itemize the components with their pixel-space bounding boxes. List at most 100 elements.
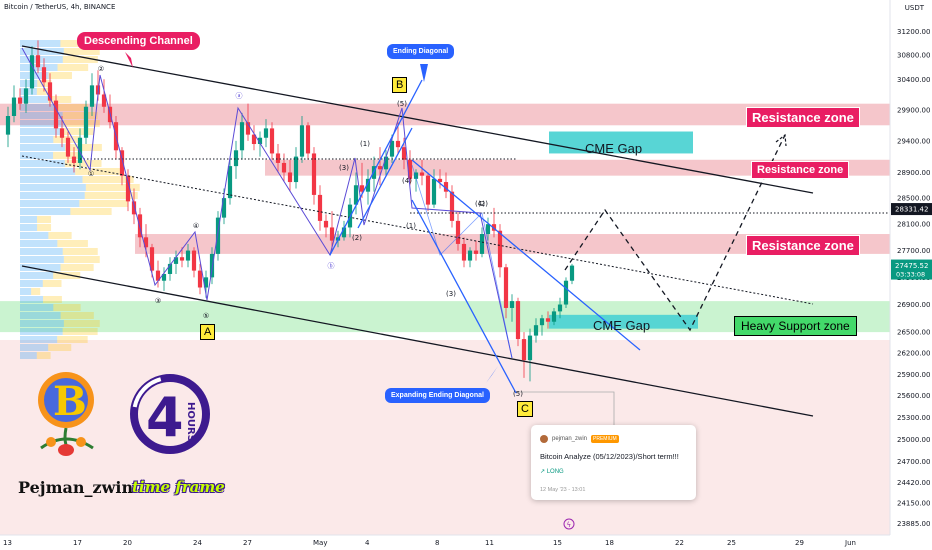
candle-body xyxy=(431,178,437,205)
volume-bar-sell xyxy=(62,112,98,119)
drawings-layer: ϟ xyxy=(21,45,890,530)
volume-bar-sell xyxy=(31,288,41,295)
candle-body xyxy=(23,88,29,104)
candle-body xyxy=(77,137,83,163)
y-tick-label: 26900.00 xyxy=(897,301,930,309)
candle-body xyxy=(269,128,275,154)
volume-bar-sell xyxy=(62,328,98,335)
x-tick-label: 25 xyxy=(727,539,736,547)
candle-body xyxy=(11,97,17,116)
candle-body xyxy=(251,134,257,145)
candle-body xyxy=(71,156,77,163)
candle-body xyxy=(509,301,515,308)
time-axis[interactable]: 13 17 20 24 27 May 4 8 11 15 18 22 25 29 Jun xyxy=(3,539,856,547)
candle-body xyxy=(125,175,131,202)
subwave-label: ⓐ xyxy=(236,92,243,100)
idea-direction-text: LONG xyxy=(546,469,564,475)
price-axis[interactable]: 31200.00 30800.00 30400.00 29900.00 29400.00… xyxy=(891,28,932,528)
zone-4 xyxy=(549,131,693,154)
candle-body xyxy=(461,243,467,261)
subwave-label: (4) xyxy=(475,200,485,208)
y-tick-label: 30400.00 xyxy=(897,76,930,84)
candles-layer xyxy=(5,40,575,382)
x-tick-label: 27 xyxy=(243,539,252,547)
candle-body xyxy=(47,82,53,101)
subwave-label: (1) xyxy=(360,140,370,148)
candle-body xyxy=(155,270,161,281)
ending-diagonal-upper xyxy=(329,79,423,256)
candle-body xyxy=(353,185,359,205)
candle-body xyxy=(539,318,545,326)
candle-body xyxy=(239,122,245,151)
zones-layer xyxy=(0,103,890,333)
candle-body xyxy=(515,301,521,340)
x-tick-label: 17 xyxy=(73,539,82,547)
candle-body xyxy=(35,55,41,68)
y-tick-label: 28500.00 xyxy=(897,195,930,203)
trend-up-icon: ↗ xyxy=(540,469,546,475)
volume-bar-sell xyxy=(84,192,138,199)
volume-bar-sell xyxy=(63,120,100,127)
candle-body xyxy=(89,85,95,107)
idea-card[interactable]: pejman_zwin PREMIUM Bitcoin Analyze (05/… xyxy=(531,425,696,500)
zone-5 xyxy=(549,314,698,329)
volume-bar-sell xyxy=(60,312,94,319)
volume-bar-sell xyxy=(42,280,62,287)
volume-bar-buy xyxy=(20,272,54,279)
volume-bar-sell xyxy=(64,160,102,167)
descending-channel-label: Descending Channel xyxy=(77,32,200,50)
volume-bar-buy xyxy=(20,312,61,319)
candle-body xyxy=(65,137,71,157)
candle-body xyxy=(329,227,335,241)
volume-bar-sell xyxy=(60,128,94,135)
volume-bar-sell xyxy=(53,304,81,311)
candle-body xyxy=(83,106,89,138)
candle-body xyxy=(41,67,47,83)
expanding-diagonal-lower xyxy=(411,199,517,394)
x-tick-label: May xyxy=(313,539,327,547)
volume-bar-buy xyxy=(20,296,44,303)
candle-body xyxy=(569,265,575,281)
expanding-diagonal-pointer xyxy=(486,366,498,383)
hours-word: HOURS xyxy=(185,402,196,442)
volume-bar-buy xyxy=(20,96,49,103)
volume-bar-sell xyxy=(37,216,52,223)
forecast-path xyxy=(564,134,786,332)
subwave-label: ③ xyxy=(155,297,161,305)
elliott-wave-path xyxy=(21,47,513,359)
candle-body xyxy=(407,159,413,179)
candle-body xyxy=(491,224,497,231)
expanding-diagonal-upper xyxy=(411,159,641,351)
volume-bar-sell xyxy=(63,320,100,327)
subwave-label: (2) xyxy=(352,234,362,242)
volume-bar-buy xyxy=(20,200,80,207)
idea-author[interactable]: pejman_zwin xyxy=(552,436,588,442)
volume-bar-buy xyxy=(20,328,63,335)
subwave-label: (1) xyxy=(406,222,416,230)
candle-body xyxy=(527,335,533,361)
volume-bar-buy xyxy=(20,176,83,183)
candle-body xyxy=(533,325,539,336)
candle-body xyxy=(497,230,503,268)
candle-body xyxy=(173,257,179,264)
subwave-labels: ② ① ③ ④ ⑤ ⓐ ⓑ (1) (2) (3) (4) (5) (1) (2) (3) (4) (5) xyxy=(88,65,523,398)
candle-body xyxy=(557,304,563,312)
candle-body xyxy=(149,247,155,271)
candle-body xyxy=(425,175,431,205)
volume-bar-sell xyxy=(48,72,72,79)
symbol-header[interactable]: Bitcoin / TetherUS, 4h, BINANCE xyxy=(4,3,116,11)
idea-icon[interactable] xyxy=(563,518,575,530)
volume-bar-sell xyxy=(53,272,81,279)
subwave-label: (3) xyxy=(446,290,456,298)
subwave-label: (5) xyxy=(513,390,523,398)
subwave-label: ② xyxy=(98,65,104,73)
volume-bar-sell xyxy=(63,256,100,263)
idea-title[interactable]: Bitcoin Analyze (05/12/2023)/Short term!… xyxy=(540,452,679,461)
volume-bar-buy xyxy=(20,88,37,95)
candle-body xyxy=(131,201,137,215)
price-tag-label: 28331.42 xyxy=(895,206,928,214)
candle-body xyxy=(59,128,65,138)
candle-body xyxy=(119,150,125,176)
volume-bar-sell xyxy=(62,56,98,63)
